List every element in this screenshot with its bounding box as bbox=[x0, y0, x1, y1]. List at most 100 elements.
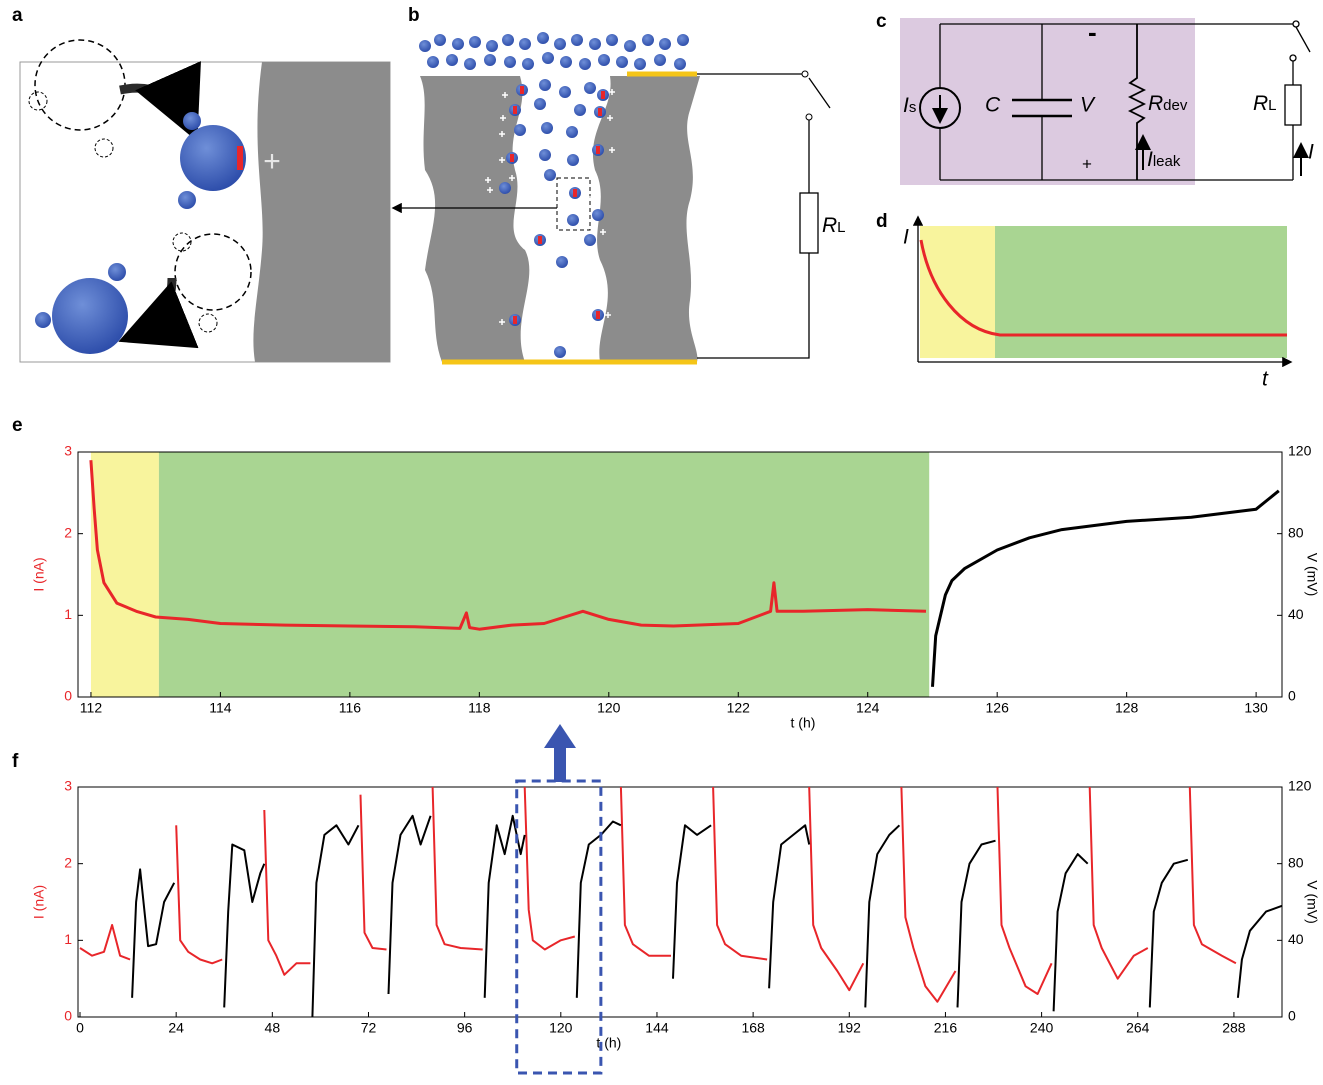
load-label: RL bbox=[822, 214, 846, 237]
y2-tick-label: 80 bbox=[1288, 854, 1304, 870]
voltage-label: V bbox=[1080, 94, 1096, 117]
molecule bbox=[674, 58, 686, 70]
x-tick-label: 24 bbox=[168, 1020, 184, 1036]
panel-a-shape bbox=[183, 112, 201, 130]
x-tick-label: 112 bbox=[80, 700, 103, 716]
device-label-text: dev bbox=[1163, 97, 1188, 114]
data-line bbox=[132, 816, 1282, 1017]
molecule bbox=[634, 58, 646, 70]
surface-charge: + bbox=[263, 145, 281, 178]
molecule bbox=[571, 34, 583, 46]
plus-label: + bbox=[1082, 154, 1092, 173]
molecule bbox=[598, 54, 610, 66]
adsorbed-ion bbox=[596, 146, 600, 154]
x-tick-label: 128 bbox=[1115, 700, 1139, 716]
molecule bbox=[542, 52, 554, 64]
molecule bbox=[446, 54, 458, 66]
molecule bbox=[502, 34, 514, 46]
data-line bbox=[933, 491, 1279, 687]
molecule bbox=[624, 40, 636, 52]
data-line bbox=[80, 787, 1236, 1002]
panel-b: RL bbox=[394, 32, 846, 362]
load-label: RL bbox=[1253, 92, 1277, 115]
y-tick-label: 2 bbox=[64, 854, 72, 870]
y2-tick-label: 40 bbox=[1288, 931, 1304, 947]
molecule bbox=[584, 234, 596, 246]
x-tick-label: 192 bbox=[838, 1020, 862, 1036]
y2-tick-label: 120 bbox=[1288, 778, 1312, 794]
molecule bbox=[541, 122, 553, 134]
device-label-text: R bbox=[1148, 92, 1163, 115]
x-tick-label: 124 bbox=[856, 700, 880, 716]
molecule bbox=[616, 56, 628, 68]
x-tick-label: 144 bbox=[645, 1020, 669, 1036]
x-tick-label: 72 bbox=[361, 1020, 377, 1036]
molecule bbox=[556, 256, 568, 268]
molecule bbox=[554, 346, 566, 358]
panel-b-shape bbox=[800, 193, 818, 253]
charge-mark bbox=[525, 237, 531, 243]
panel-b-shape bbox=[697, 253, 809, 358]
link-arrow-shape bbox=[554, 746, 566, 782]
molecule bbox=[559, 86, 571, 98]
panel-a-shape bbox=[35, 312, 51, 328]
panel-c: Is C V Rdev Ileak RL I - + bbox=[900, 17, 1314, 185]
x-tick-label: 126 bbox=[986, 700, 1010, 716]
leak-label-text: leak bbox=[1153, 153, 1181, 170]
panel-label: c bbox=[876, 11, 887, 32]
molecule bbox=[514, 124, 526, 136]
panel-a-shape bbox=[180, 125, 246, 191]
panel-b-shape bbox=[802, 71, 808, 77]
y2-tick-label: 120 bbox=[1288, 443, 1312, 459]
molecule bbox=[659, 38, 671, 50]
x-tick-label: 96 bbox=[457, 1020, 473, 1036]
molecule bbox=[522, 58, 534, 70]
molecule bbox=[677, 34, 689, 46]
y-axis-label: I (nA) bbox=[31, 885, 47, 919]
adsorbed-ion bbox=[598, 108, 602, 116]
y2-tick-label: 80 bbox=[1288, 524, 1304, 540]
panel-b-shape bbox=[806, 114, 812, 120]
y-axis-label: I (nA) bbox=[31, 557, 47, 591]
adsorbed-ion bbox=[520, 86, 524, 94]
molecule bbox=[486, 40, 498, 52]
minus-label: - bbox=[1088, 17, 1097, 47]
panel-label: f bbox=[12, 751, 19, 772]
molecule bbox=[464, 58, 476, 70]
source-label-text: s bbox=[909, 99, 917, 116]
molecule bbox=[589, 38, 601, 50]
panel-a-shape bbox=[253, 62, 390, 362]
adsorbed-ion bbox=[601, 91, 605, 99]
x-tick-label: 240 bbox=[1030, 1020, 1054, 1036]
molecule bbox=[579, 58, 591, 70]
panel-d-shape bbox=[920, 226, 995, 358]
x-tick-label: 168 bbox=[741, 1020, 765, 1036]
panel-a-shape bbox=[237, 146, 243, 170]
x-tick-label: 122 bbox=[727, 700, 751, 716]
molecule bbox=[584, 82, 596, 94]
molecule bbox=[642, 34, 654, 46]
adsorbed-ion bbox=[513, 316, 517, 324]
y-tick-label: 1 bbox=[64, 606, 72, 622]
adsorbed-ion bbox=[510, 154, 514, 162]
molecule bbox=[544, 169, 556, 181]
panel-d-shape bbox=[995, 226, 1287, 358]
molecule bbox=[567, 154, 579, 166]
adsorbed-ion bbox=[573, 189, 577, 197]
y2-tick-label: 40 bbox=[1288, 606, 1304, 622]
charge-mark bbox=[583, 219, 589, 225]
link-arrow bbox=[544, 724, 576, 782]
molecule bbox=[484, 54, 496, 66]
panel-a-shape bbox=[52, 278, 128, 354]
panel-c-shape-shape bbox=[1285, 85, 1301, 125]
y-tick-label: 0 bbox=[64, 688, 72, 704]
molecule bbox=[567, 214, 579, 226]
load-label-text: R bbox=[1253, 92, 1268, 115]
molecule bbox=[419, 40, 431, 52]
panel-a-shape bbox=[108, 263, 126, 281]
panel-d: I t bbox=[903, 218, 1290, 391]
molecule bbox=[654, 54, 666, 66]
molecule bbox=[534, 98, 546, 110]
load-label-text: L bbox=[1268, 97, 1276, 114]
